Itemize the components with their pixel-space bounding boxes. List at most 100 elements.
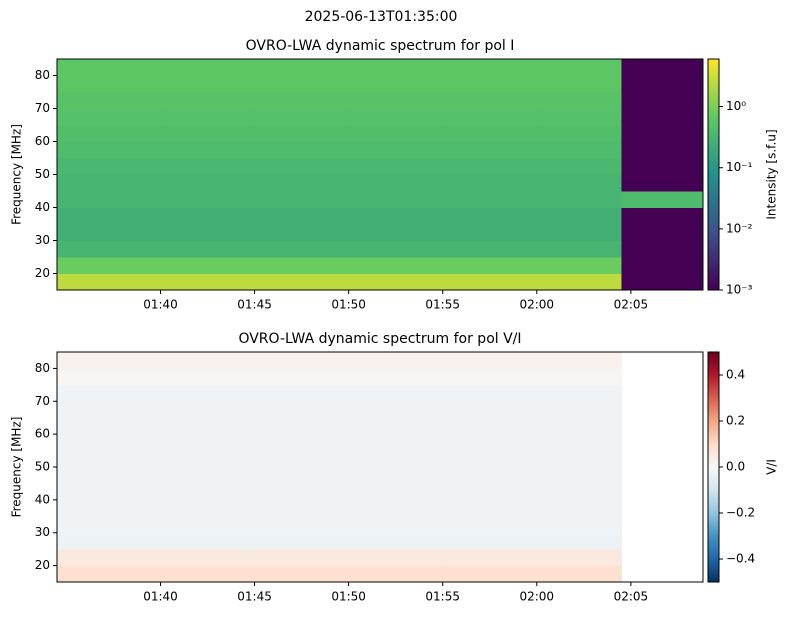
heatmap-cell [536,207,622,225]
heatmap-cell [254,434,350,452]
heatmap-cell [254,224,350,241]
heatmap-cell [348,417,444,435]
y-tick-label: 50 [35,460,50,474]
heatmap-cell [536,174,622,192]
heatmap-cell [621,273,704,291]
heatmap-cell [442,59,538,76]
heatmap-cell [57,384,161,402]
heatmap-cell [442,417,538,435]
heatmap-cell [254,141,350,159]
heatmap-cell [57,368,161,386]
heatmap-cell [442,368,538,386]
heatmap-cell [254,384,350,402]
heatmap-cell [57,499,161,517]
heatmap-cell [254,257,350,274]
heatmap-cell [536,483,622,501]
heatmap-cell [348,273,444,291]
heatmap-cell [348,384,444,402]
heatmap-cell [442,401,538,419]
heatmap-cell [536,499,622,517]
heatmap-cell [160,59,256,76]
heatmap-cell [442,532,538,550]
x-tick-label: 02:05 [614,298,649,312]
heatmap-cell [160,467,256,484]
heatmap-cell [536,125,622,142]
heatmap-cell [160,417,256,435]
heatmap-cell [57,450,161,468]
heatmap-cell [160,207,256,225]
heatmap-cell [536,434,622,452]
x-tick-label: 02:00 [519,590,554,604]
heatmap-cell [254,467,350,484]
y-tick-label: 70 [35,394,50,408]
heatmap-cell [160,434,256,452]
colorbar-tick-label: 10⁻¹ [726,160,753,174]
x-tick-label: 01:40 [143,590,178,604]
heatmap-cell [254,240,350,258]
heatmap-cell [536,384,622,402]
heatmap-cell [254,125,350,142]
heatmap-cell [348,141,444,159]
heatmap-cell [160,401,256,419]
heatmap-cell [536,532,622,550]
heatmap-cell [442,125,538,142]
heatmap-cell [348,368,444,386]
heatmap-cell [536,240,622,258]
y-tick-label: 80 [35,68,50,82]
heatmap-cell [160,125,256,142]
colorbar-tick-label: 10⁻³ [726,283,753,297]
y-tick-label: 70 [35,101,50,115]
heatmap-cell [57,352,161,369]
heatmap-cell [57,59,161,76]
heatmap-cell [348,59,444,76]
heatmap-cell [348,240,444,258]
y-axis-label: Frequency [MHz] [10,124,24,225]
heatmap-cell [442,352,538,369]
heatmap-cell [160,191,256,208]
heatmap-cell [536,75,622,93]
heatmap-cell [348,352,444,369]
heatmap-cell [621,240,704,258]
heatmap-cell [254,565,350,583]
heatmap-cell [442,92,538,109]
figure-title: 2025-06-13T01:35:00 [305,9,458,25]
heatmap-cell [254,499,350,517]
heatmap-cell [621,174,704,192]
heatmap-cell [160,141,256,159]
x-tick-label: 01:45 [237,590,272,604]
heatmap-cell [254,207,350,225]
heatmap-cell [254,483,350,501]
y-tick-label: 60 [35,134,50,148]
heatmap-cell [536,59,622,76]
heatmap-cell [160,565,256,583]
heatmap-cell [536,368,622,386]
heatmap-cell [348,75,444,93]
heatmap-cell [536,108,622,126]
heatmap-cell [442,434,538,452]
heatmap-cell [536,565,622,583]
heatmap-cell [536,516,622,534]
heatmap-cell [442,207,538,225]
heatmap-cell [442,565,538,583]
heatmap-cell [254,75,350,93]
heatmap-cell [254,174,350,192]
heatmap-cell [536,224,622,241]
x-tick-label: 02:05 [614,590,649,604]
colorbar-tick-label: −0.2 [726,506,755,520]
heatmap-cell [57,483,161,501]
y-tick-label: 40 [35,492,50,506]
heatmap-cell [348,516,444,534]
x-tick-label: 01:55 [425,590,460,604]
colorbar [707,58,720,291]
heatmap-cell [160,516,256,534]
heatmap-cell [621,59,704,76]
chart-title: OVRO-LWA dynamic spectrum for pol V/I [238,331,521,347]
heatmap-cell [348,450,444,468]
heatmap-cell [348,108,444,126]
heatmap-cell [57,224,161,241]
heatmap-cell [348,434,444,452]
colorbar-tick-label: −0.4 [726,552,755,566]
y-tick-label: 80 [35,361,50,375]
heatmap-cell [442,450,538,468]
heatmap-cell [348,224,444,241]
